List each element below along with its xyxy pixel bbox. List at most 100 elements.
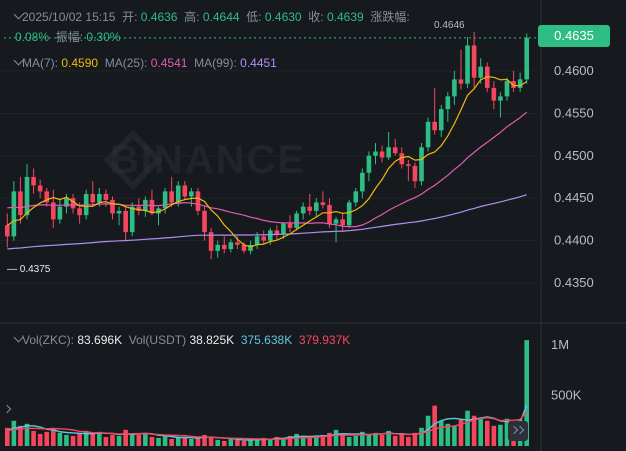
ma99-value: 0.4451 (240, 56, 277, 70)
candle-body-72 (478, 66, 483, 78)
candle-body-61 (406, 164, 411, 166)
low-price-marker-value: 0.4375 (19, 264, 51, 275)
candle-body-30 (202, 210, 207, 233)
candle-body-55 (366, 155, 372, 173)
vol-ma1-value: 375.638K (240, 333, 293, 347)
volume-bar-37 (248, 438, 253, 446)
volume-bar-42 (281, 437, 286, 446)
volume-bar-33 (221, 440, 227, 446)
amplitude-value: 0.30% (86, 30, 121, 44)
candle-body-51 (340, 219, 345, 226)
volume-bar-68 (452, 425, 457, 446)
candle-body-18 (123, 210, 128, 233)
candle-body-28 (189, 191, 194, 197)
candle-body-69 (458, 79, 464, 84)
volume-bar-76 (504, 418, 510, 446)
candle-body-13 (90, 193, 96, 203)
candle-body-67 (445, 96, 451, 110)
candle-body-8 (57, 206, 63, 220)
vol-usdt-value: 38.825K (189, 333, 235, 347)
volume-bar-10 (70, 435, 76, 446)
volume-bar-56 (373, 432, 378, 446)
volume-bar-58 (386, 430, 391, 446)
volume-bar-26 (175, 437, 181, 446)
current-price-badge: 0.4635 (538, 25, 610, 47)
candle-body-68 (452, 79, 457, 97)
candle-body-70 (465, 45, 470, 84)
ma25-label: MA(25): (104, 56, 148, 70)
close-value: 0.4639 (326, 10, 364, 24)
ma25-line (7, 111, 528, 228)
volume-bar-1 (11, 420, 17, 446)
candle-body-66 (438, 109, 444, 131)
volume-bar-11 (77, 433, 82, 446)
volume-bar-70 (465, 410, 470, 446)
candle-body-74 (491, 87, 497, 101)
volume-bar-40 (267, 438, 273, 446)
volume-bar-15 (103, 436, 109, 446)
volume-bar-19 (129, 433, 135, 446)
high-value: 0.4644 (202, 10, 240, 24)
price-tick-label-4: 0.4400 (554, 233, 594, 248)
candle-body-24 (162, 191, 168, 209)
volume-bar-6 (44, 431, 50, 446)
low-price-marker: — 0.4375 (7, 264, 51, 275)
volume-bar-74 (491, 425, 497, 446)
amplitude-label: 振幅: (55, 30, 84, 44)
volume-bar-3 (24, 423, 30, 446)
volume-bar-50 (333, 429, 339, 446)
candle-body-19 (129, 206, 135, 233)
volume-bar-41 (274, 436, 280, 446)
volume-bar-71 (471, 415, 477, 446)
volume-bar-21 (143, 432, 148, 446)
volume-bar-46 (307, 437, 313, 446)
candle-body-39 (261, 236, 267, 241)
candle-body-10 (70, 198, 76, 209)
ma99-line (7, 194, 527, 250)
volume-bar-63 (419, 427, 424, 446)
candle-body-63 (419, 147, 424, 182)
volume-bar-51 (340, 434, 345, 446)
change-label: 涨跌幅: (370, 10, 410, 24)
candle-body-31 (208, 232, 214, 251)
candle-body-33 (221, 244, 227, 250)
volume-bar-8 (57, 432, 63, 446)
candle-body-11 (77, 208, 82, 216)
candle-body-23 (156, 208, 161, 214)
candle-body-22 (149, 199, 155, 214)
volume-bar-36 (241, 440, 247, 446)
candle-body-40 (267, 230, 273, 241)
candle-body-43 (287, 223, 293, 228)
candle-body-59 (392, 147, 398, 154)
scroll-to-latest-button[interactable] (508, 421, 528, 441)
volume-bar-75 (498, 424, 503, 446)
open-value: 0.4636 (140, 10, 178, 24)
candle-body-77 (511, 81, 516, 88)
ma-legend: MA(7): 0.4590 MA(25): 0.4541 MA(99): 0.4… (13, 55, 277, 70)
candle-body-6 (44, 191, 50, 203)
candle-body-45 (300, 206, 306, 214)
volume-bar-31 (208, 436, 214, 446)
volume-bar-13 (90, 432, 96, 446)
candle-body-53 (353, 191, 359, 203)
candle-body-65 (432, 121, 437, 131)
volume-bar-67 (445, 423, 451, 446)
candle-body-47 (314, 202, 319, 211)
volume-bar-34 (228, 438, 234, 446)
ohlc-row: 2025/10/02 15:15 开: 0.4636 高: 0.4644 低: … (13, 8, 410, 25)
volume-bar-39 (261, 437, 267, 446)
candle-body-46 (307, 206, 313, 211)
volume-tick-label-0: 1M (551, 337, 569, 352)
volume-bar-17 (116, 435, 122, 446)
candle-body-75 (498, 96, 503, 101)
candle-body-64 (425, 121, 431, 148)
high-price-marker: 0.4646 (434, 20, 465, 31)
candle-body-54 (360, 172, 365, 192)
vol-zkc-label: Vol(ZKC): (22, 333, 75, 347)
candle-body-3 (24, 176, 30, 216)
ma7-line (6, 76, 528, 248)
scroll-left-button[interactable] (0, 400, 14, 420)
volume-bar-48 (320, 434, 326, 446)
